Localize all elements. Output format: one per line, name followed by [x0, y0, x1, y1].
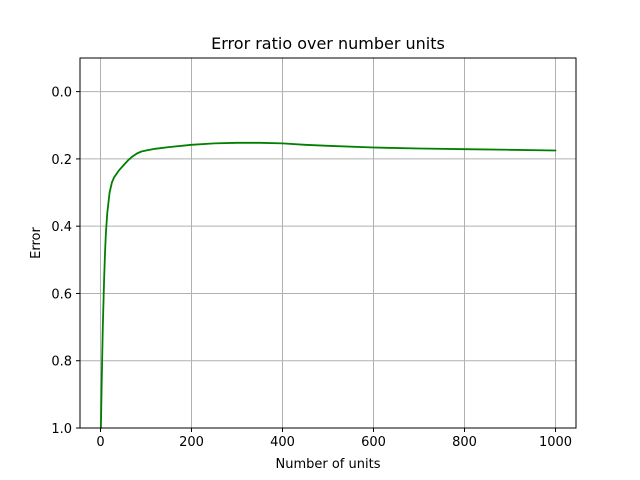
error-line — [100, 141, 557, 429]
y-tick-label: 0.6 — [51, 287, 72, 302]
y-axis-label: Error — [29, 227, 44, 259]
ticks: 0 200 400 600 800 1000 0.0 0.2 0.4 0.6 0.8 1.0 — [51, 86, 572, 450]
grid — [80, 58, 576, 429]
y-tick-label: 0.2 — [51, 153, 72, 168]
y-tick-label: 0.0 — [51, 86, 72, 101]
x-tick-label: 1000 — [539, 435, 572, 450]
series-layer — [100, 141, 557, 429]
y-tick-label: 1.0 — [51, 422, 72, 437]
y-tick-label: 0.4 — [51, 220, 72, 235]
x-tick-label: 400 — [270, 435, 295, 450]
chart-title: Error ratio over number units — [211, 34, 445, 53]
x-axis-label: Number of units — [276, 457, 381, 472]
x-tick-label: 800 — [452, 435, 477, 450]
x-tick-label: 0 — [96, 435, 104, 450]
x-tick-label: 600 — [361, 435, 386, 450]
plot-frame — [79, 57, 577, 429]
x-tick-label: 200 — [179, 435, 204, 450]
y-tick-label: 0.8 — [51, 355, 72, 370]
